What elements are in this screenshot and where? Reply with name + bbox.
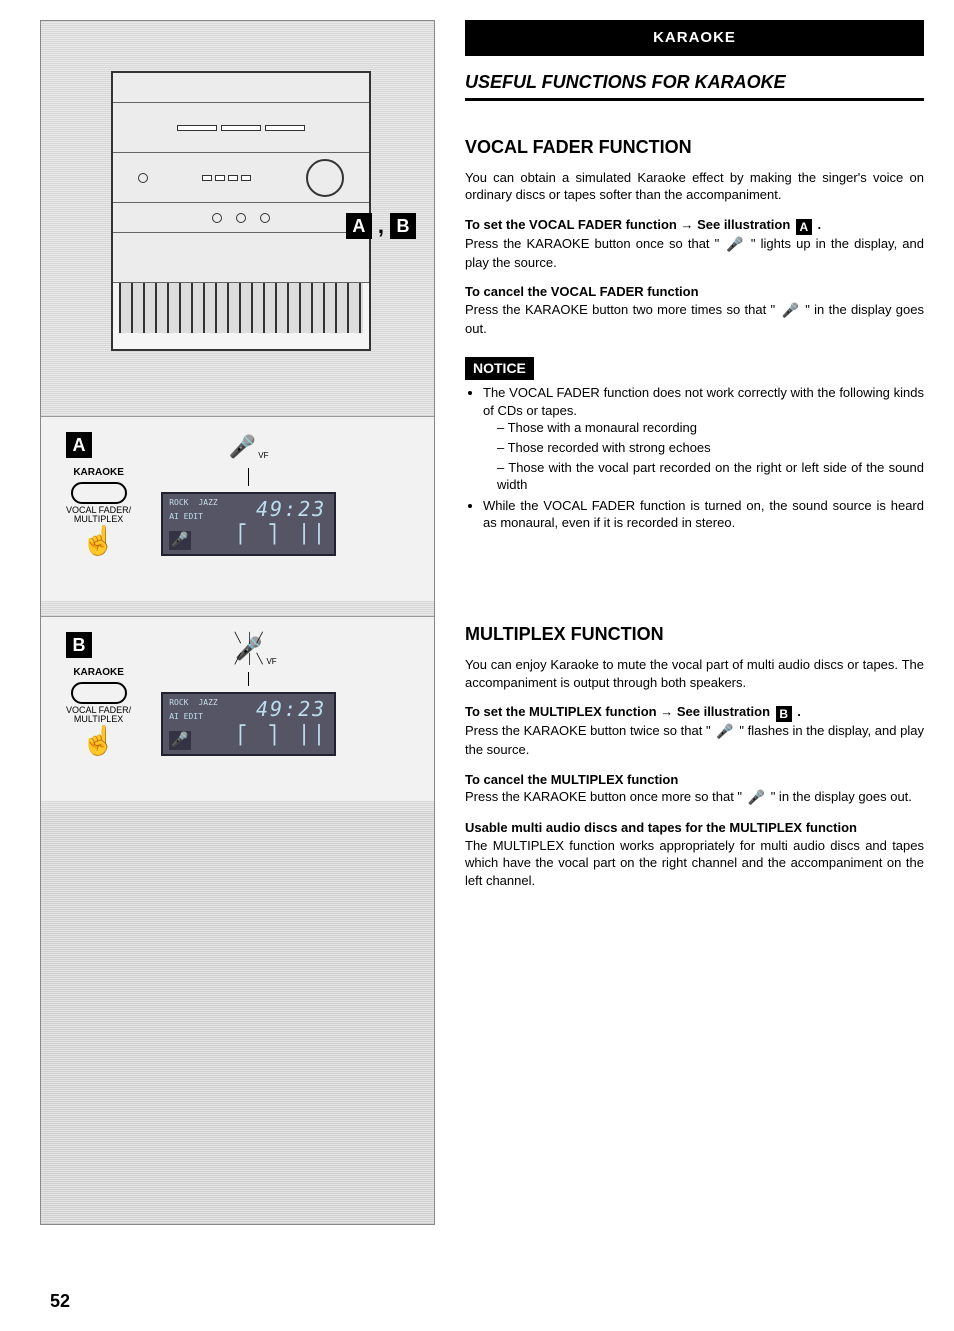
vocal-fader-label: VOCAL FADER/ (66, 505, 131, 515)
mp-cancel-body: Press the KARAOKE button once more so th… (465, 788, 924, 807)
panel-a-marker: A (66, 432, 92, 458)
mp-usable-title: Usable multi audio discs and tapes for t… (465, 819, 924, 837)
section-title: USEFUL FUNCTIONS FOR KARAOKE (465, 70, 924, 94)
lcd-bars: ⎡ ⎤ ⎟⎟ (237, 523, 326, 547)
lcd-time-b: 49:23 (256, 696, 326, 723)
lcd-display-b: ROCK JAZZ AI EDIT 49:23 🎤 ⎡ ⎤ ⎟⎟ (161, 692, 336, 756)
lcd-tag-rock: ROCK (169, 498, 188, 509)
page-number: 52 (50, 1289, 70, 1313)
mic-icon-inline: 🎤 (726, 235, 743, 254)
header-karaoke: KARAOKE (465, 20, 924, 56)
multiplex-heading: MULTIPLEX FUNCTION (465, 622, 924, 646)
marker-a: A (346, 213, 372, 239)
vf-cancel-body: Press the KARAOKE button two more times … (465, 301, 924, 337)
mp-set-body: Press the KARAOKE button twice so that "… (465, 722, 924, 758)
lcd-tag-jazz: JAZZ (198, 498, 217, 509)
press-hand-icon: ☝ (81, 527, 116, 555)
karaoke-label: KARAOKE (73, 466, 124, 480)
vf-sub-label-b: VF (266, 657, 276, 668)
multiplex-label: MULTIPLEX (74, 514, 123, 524)
vocal-fader-label-b: VOCAL FADER/ (66, 705, 131, 715)
inline-marker-b: B (776, 706, 792, 722)
notice-dash-2: Those recorded with strong echoes (497, 439, 924, 457)
vocal-fader-heading: VOCAL FADER FUNCTION (465, 135, 924, 159)
notice-label: NOTICE (465, 357, 534, 380)
vocal-fader-intro: You can obtain a simulated Karaoke effec… (465, 169, 924, 204)
karaoke-label-b: KARAOKE (73, 666, 124, 680)
vf-set-body: Press the KARAOKE button once so that " … (465, 235, 924, 271)
multiplex-intro: You can enjoy Karaoke to mute the vocal … (465, 656, 924, 691)
multiplex-label-b: MULTIPLEX (74, 714, 123, 724)
notice-dash-1: Those with a monaural recording (497, 419, 924, 437)
notice-item-1: The VOCAL FADER function does not work c… (483, 384, 924, 493)
vf-cancel-title: To cancel the VOCAL FADER function (465, 283, 924, 301)
lcd-tag-aiedit: AI EDIT (169, 512, 203, 523)
karaoke-button-drawing-b (71, 682, 127, 704)
mp-set-title: To set the MULTIPLEX function → See illu… (465, 703, 924, 722)
illustration-panel-b: B KARAOKE VOCAL FADER/MULTIPLEX ☝ ╲ │ ╱ … (41, 616, 434, 801)
vf-sub-label: VF (258, 451, 268, 462)
illustration-panel-a: A KARAOKE VOCAL FADER/MULTIPLEX ☝ 🎤 VF R… (41, 416, 434, 601)
stereo-drawing (111, 71, 371, 351)
mic-icon-inline-2: 🎤 (781, 301, 798, 320)
mp-usable-body: The MULTIPLEX function works appropriate… (465, 837, 924, 890)
marker-b: B (390, 213, 416, 239)
inline-marker-a: A (796, 219, 812, 235)
karaoke-button-drawing (71, 482, 127, 504)
mic-vf-icon: 🎤 (229, 432, 256, 462)
press-hand-icon-b: ☝ (81, 727, 116, 755)
callout-comma: , (378, 211, 384, 241)
illustration-fill (41, 811, 434, 1224)
notice-item-2: While the VOCAL FADER function is turned… (483, 497, 924, 532)
mic-icon-inline-4: 🎤 (748, 788, 765, 807)
lcd-bars-b: ⎡ ⎤ ⎟⎟ (237, 724, 326, 748)
notice-dash-3: Those with the vocal part recorded on th… (497, 459, 924, 494)
lcd-tag-aiedit-b: AI EDIT (169, 712, 203, 723)
lcd-mic-icon: 🎤 (169, 531, 190, 550)
mic-icon-inline-3: 🎤 (716, 722, 733, 741)
lcd-tag-jazz-b: JAZZ (198, 698, 217, 709)
callout-ab: A , B (346, 211, 416, 241)
lcd-display-a: ROCK JAZZ AI EDIT 49:23 🎤 ⎡ ⎤ ⎟⎟ (161, 492, 336, 556)
notice-list: The VOCAL FADER function does not work c… (465, 384, 924, 531)
lcd-mic-icon-b: 🎤 (169, 731, 190, 750)
lcd-tag-rock-b: ROCK (169, 698, 188, 709)
mp-cancel-title: To cancel the MULTIPLEX function (465, 771, 924, 789)
illustration-main: A , B A KARAOKE VOCAL FADER/MULTIPLEX ☝ … (40, 20, 435, 1225)
lcd-time: 49:23 (256, 496, 326, 523)
vf-set-title: To set the VOCAL FADER function → See il… (465, 216, 924, 235)
section-rule (465, 98, 924, 101)
panel-b-marker: B (66, 632, 92, 658)
